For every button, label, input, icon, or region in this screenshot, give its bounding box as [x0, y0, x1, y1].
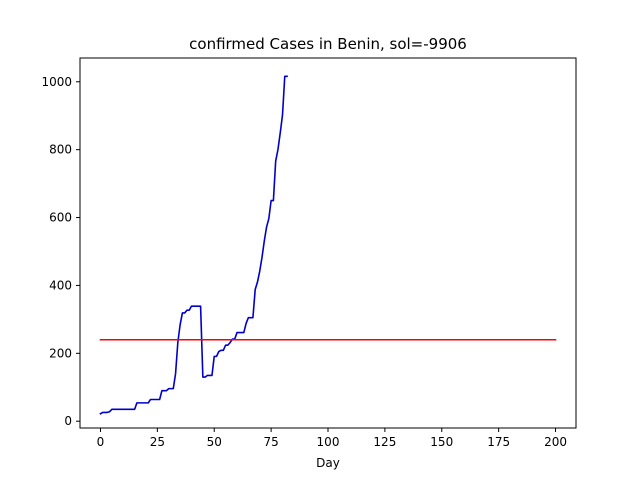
y-tick-label: 0 [64, 414, 72, 428]
x-tick-label: 0 [97, 435, 105, 449]
x-tick-label: 175 [487, 435, 510, 449]
plot-series [99, 75, 557, 415]
x-tick-label: 125 [373, 435, 396, 449]
y-tick-label: 400 [49, 278, 72, 292]
x-tick-label: 25 [150, 435, 165, 449]
y-tick-label: 600 [49, 211, 72, 225]
x-tick-label: 150 [430, 435, 453, 449]
x-tick-label: 50 [207, 435, 222, 449]
x-tick-label: 200 [544, 435, 567, 449]
x-axis-label: Day [316, 456, 340, 470]
y-tick-label: 1000 [41, 75, 72, 89]
series-line-confirmed [99, 75, 288, 415]
plot-frame [79, 57, 577, 429]
y-tick-label: 800 [49, 143, 72, 157]
x-tick-label: 75 [263, 435, 278, 449]
x-tick-label: 100 [317, 435, 340, 449]
y-tick-label: 200 [49, 346, 72, 360]
axis-ticks: 0 25 50 75 100 125 150 175 200 0 200 400 600 800 1000 [41, 75, 567, 449]
chart-title: confirmed Cases in Benin, sol=-9906 [189, 35, 467, 53]
